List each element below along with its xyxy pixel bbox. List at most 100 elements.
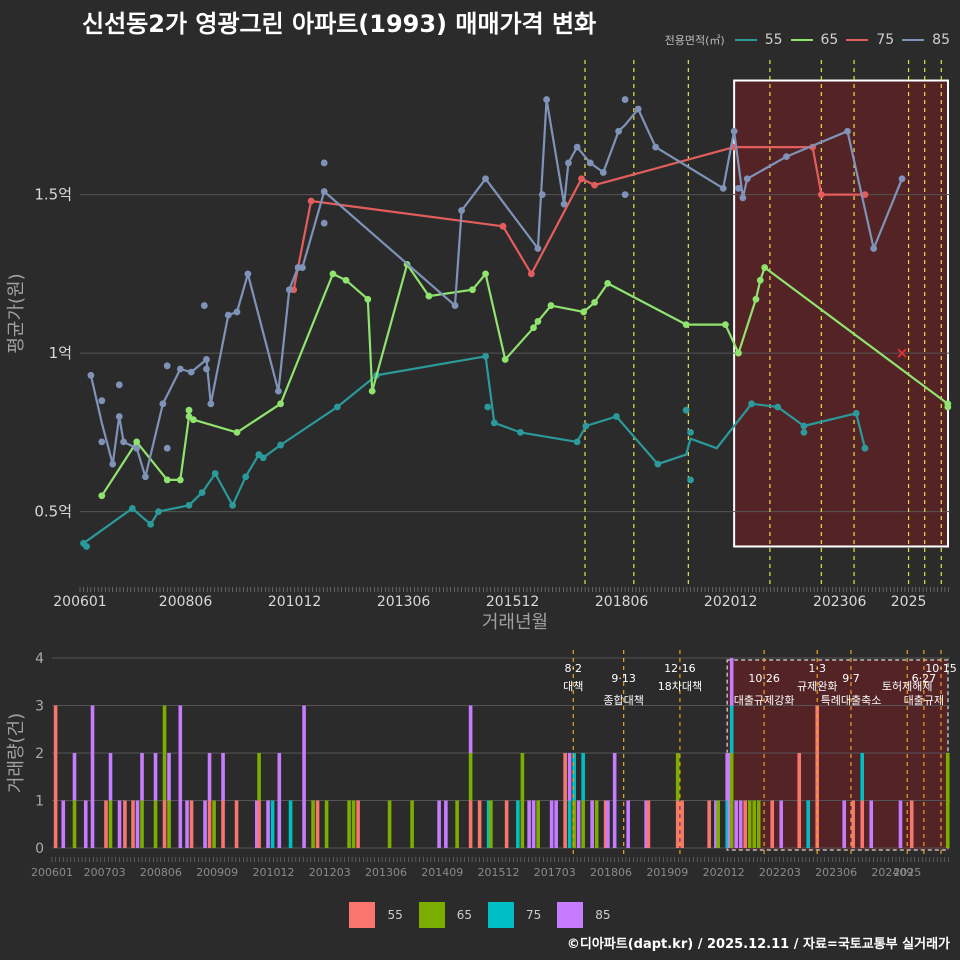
data-point-75 — [817, 191, 825, 199]
data-point-85 — [621, 191, 629, 199]
top-legend: 전용면적(㎡) 55 65 75 85 — [665, 32, 950, 48]
data-point-85 — [482, 175, 489, 183]
x-tick-label: 201512 — [486, 594, 539, 610]
volume-bar-75 — [567, 800, 572, 848]
x-axis-title: 거래년월 — [482, 612, 548, 633]
volume-bar-85 — [135, 800, 140, 848]
volume-bar-55 — [234, 800, 239, 848]
data-point-55 — [185, 501, 193, 509]
x-tick-label: 201012 — [252, 866, 294, 879]
data-point-65 — [735, 349, 742, 357]
data-point-55 — [211, 470, 219, 477]
data-point-85 — [560, 200, 568, 208]
data-point-65 — [534, 318, 542, 325]
data-point-65 — [501, 356, 509, 363]
data-point-85 — [573, 143, 581, 151]
data-point-85 — [203, 356, 210, 363]
volume-bar-55 — [189, 800, 194, 848]
volume-bar-75 — [729, 705, 734, 753]
volume-bar-55 — [563, 753, 567, 848]
bottom-legend: 55 65 75 85 — [0, 902, 960, 928]
data-point-55 — [484, 403, 492, 411]
y-tick-label: 4 — [35, 651, 44, 667]
data-point-85 — [163, 444, 171, 452]
data-point-85 — [207, 400, 215, 408]
outlier-marker — [897, 348, 907, 358]
volume-bar-85 — [842, 800, 847, 848]
volume-bar-85 — [72, 753, 77, 801]
policy-label: 대출규제강화 — [734, 694, 795, 707]
data-point-65 — [604, 279, 612, 287]
volume-bar-65 — [572, 800, 576, 848]
x-tick-label: 202203 — [759, 866, 801, 879]
data-point-85 — [233, 308, 241, 316]
data-point-55 — [654, 460, 662, 468]
data-point-85 — [735, 184, 742, 192]
volume-bar-55 — [797, 753, 802, 848]
volume-bar-85 — [185, 800, 189, 848]
x-tick-label: 201012 — [268, 594, 321, 610]
volume-bar-85 — [468, 705, 473, 753]
volume-bar-75 — [581, 753, 585, 801]
volume-bar-65 — [455, 800, 459, 848]
data-point-55 — [852, 409, 860, 417]
x-tick-label: 202012 — [703, 866, 745, 879]
legend-bar-swatch — [349, 902, 376, 928]
data-point-85 — [299, 264, 306, 271]
volume-bar-55 — [257, 800, 261, 848]
x-tick-label: 200909 — [196, 866, 238, 879]
volume-bar-85 — [549, 800, 554, 848]
data-point-85 — [244, 270, 252, 278]
legend-line-swatch — [734, 39, 757, 41]
policy-label: 토허제해제 — [882, 679, 933, 693]
data-point-85 — [187, 368, 195, 376]
volume-bar-65 — [752, 800, 756, 848]
data-point-65 — [682, 321, 690, 328]
policy-date: 6·27 — [912, 672, 937, 685]
policy-date: 10·26 — [748, 672, 780, 685]
x-tick-label: 200806 — [140, 866, 182, 879]
data-point-55 — [155, 508, 162, 516]
data-point-85 — [87, 371, 95, 379]
volume-bar-85 — [606, 800, 610, 848]
legend-bar-swatch — [557, 902, 584, 928]
volume-bar-55 — [815, 705, 820, 848]
policy-label: 18차대책 — [658, 680, 702, 693]
volume-bar-85 — [61, 800, 66, 848]
volume-bar-85 — [898, 800, 903, 848]
volume-bar-85 — [527, 800, 531, 848]
x-tick-label: 201806 — [590, 866, 632, 879]
volume-bar-55 — [603, 800, 608, 848]
x-tick-label: 201703 — [534, 866, 576, 879]
volume-bar-65 — [675, 753, 680, 801]
data-point-55 — [229, 501, 237, 509]
data-point-85 — [320, 188, 328, 195]
data-point-85 — [586, 159, 594, 167]
data-point-55 — [861, 444, 869, 452]
volume-bar-85 — [90, 705, 95, 848]
data-point-85 — [159, 400, 167, 408]
volume-bar-55 — [770, 800, 775, 848]
data-point-55 — [147, 520, 155, 528]
legend-label: 75 — [526, 908, 542, 922]
volume-bar-65 — [387, 800, 392, 848]
data-point-85 — [844, 127, 851, 135]
data-point-55 — [198, 489, 206, 496]
volume-bar-55 — [909, 800, 914, 848]
data-point-85 — [176, 365, 184, 373]
volume-bar-85 — [590, 800, 594, 848]
volume-bar-85 — [140, 753, 144, 801]
data-point-55 — [800, 422, 808, 430]
data-point-85 — [115, 381, 123, 389]
y-axis-title: 거래량(건) — [6, 713, 27, 793]
data-point-85 — [115, 413, 123, 420]
x-tick-label: 200703 — [84, 866, 126, 879]
volume-bar-55 — [851, 800, 856, 848]
volume-bar-65 — [716, 800, 720, 848]
volume-bar-65 — [351, 800, 356, 848]
volume-bar-85 — [437, 800, 441, 848]
volume-bar-65 — [108, 800, 113, 848]
x-tick-label: 201203 — [309, 866, 351, 879]
data-point-85 — [743, 175, 751, 183]
series-line-85 — [89, 98, 904, 478]
